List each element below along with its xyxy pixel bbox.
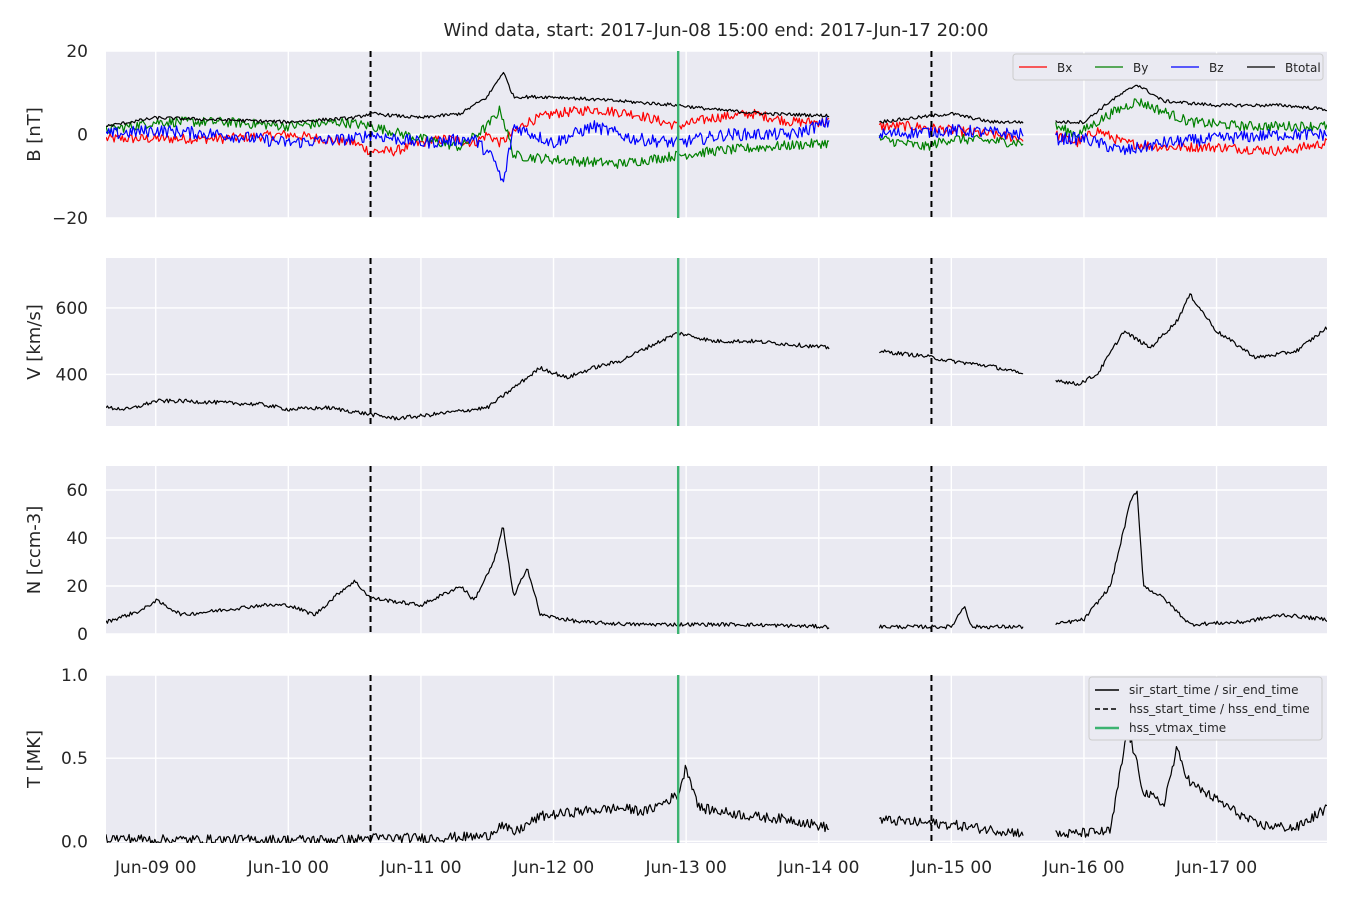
y-axis-label-T: T [MK] <box>24 730 45 789</box>
y-tick-label: 0.0 <box>61 832 88 852</box>
series-line-V <box>106 293 1327 421</box>
y-tick-label: 60 <box>66 481 88 501</box>
panels-layer: −20 0 20 B [nT] 400 600 V [km/s] 0 20 40 60 N [ccm-… <box>24 42 1327 878</box>
panel-V: 400 600 V [km/s] <box>24 258 1327 426</box>
series-line-Btotal <box>106 71 1327 127</box>
legend-label-Bz: Bz <box>1209 61 1224 75</box>
y-tick-label: 40 <box>66 529 88 549</box>
legend-label-T: hss_start_time / hss_end_time <box>1129 702 1310 716</box>
legend-label-Btotal: Btotal <box>1285 61 1321 75</box>
x-tick-label: Jun-15 00 <box>910 858 992 878</box>
series-line-N <box>106 490 1327 630</box>
y-axis-label-B: B [nT] <box>24 107 45 162</box>
y-tick-label: 0.5 <box>61 749 88 769</box>
x-tick-label: Jun-14 00 <box>777 858 859 878</box>
y-axis-label-N: N [ccm-3] <box>24 506 45 595</box>
legend-T: sir_start_time / sir_end_time hss_start_t… <box>1088 676 1323 741</box>
x-tick-label: Jun-12 00 <box>512 858 594 878</box>
x-tick-label: Jun-13 00 <box>644 858 726 878</box>
y-tick-label: 1.0 <box>61 666 88 686</box>
series-line-T <box>106 729 1327 843</box>
panel-N: 0 20 40 60 N [ccm-3] <box>24 466 1327 645</box>
y-tick-label: 400 <box>56 365 88 385</box>
panel-V-series <box>106 293 1327 421</box>
x-tick-label: Jun-17 00 <box>1175 858 1257 878</box>
chart-title: Wind data, start: 2017-Jun-08 15:00 end:… <box>444 20 989 41</box>
legend-B-box <box>1012 53 1324 81</box>
x-tick-label: Jun-16 00 <box>1042 858 1124 878</box>
series-line-Bz <box>106 116 1327 183</box>
panel-T-series <box>106 729 1327 843</box>
x-tick-label: Jun-09 00 <box>114 858 196 878</box>
y-tick-label: 600 <box>56 299 88 319</box>
y-axis-label-V: V [km/s] <box>24 304 45 379</box>
legend-label-T: sir_start_time / sir_end_time <box>1129 683 1299 697</box>
y-tick-label: 0 <box>77 625 88 645</box>
series-line-Bx <box>106 105 1327 157</box>
panel-N-background <box>106 466 1327 634</box>
legend-label-By: By <box>1133 61 1148 75</box>
panel-B-series <box>106 71 1327 183</box>
y-tick-label: 20 <box>66 42 88 62</box>
legend-label-Bx: Bx <box>1057 61 1072 75</box>
x-tick-label: Jun-11 00 <box>379 858 461 878</box>
panel-N-series <box>106 490 1327 630</box>
x-tick-label: Jun-10 00 <box>247 858 329 878</box>
y-tick-label: −20 <box>52 209 88 229</box>
legend-B: Bx By Bz Btotal <box>1012 53 1324 81</box>
legend-T-box <box>1088 676 1323 741</box>
legend-label-T: hss_vtmax_time <box>1129 721 1226 735</box>
y-tick-label: 0 <box>77 126 88 146</box>
y-tick-label: 20 <box>66 577 88 597</box>
